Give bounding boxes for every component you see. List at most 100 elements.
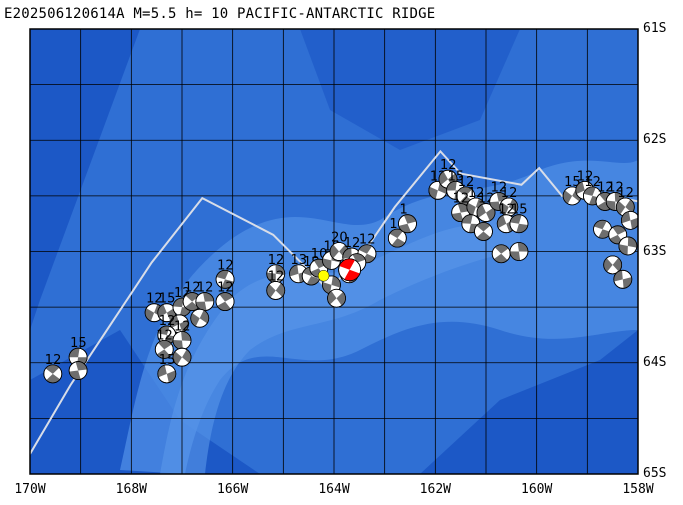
beachball-rim — [603, 255, 623, 275]
compressional-quadrant — [516, 223, 528, 233]
longitude-label: 170W — [14, 482, 46, 497]
historical-focal-mechanism — [266, 281, 286, 300]
event-depth-label: 15 — [448, 169, 465, 184]
map-frame — [29, 28, 639, 475]
historical-focal-mechanism — [172, 347, 192, 367]
compressional-quadrant — [69, 370, 81, 380]
compressional-quadrant — [182, 349, 191, 363]
event-depth-label: 12 — [491, 180, 508, 195]
event-depth-label: 12 — [607, 180, 624, 195]
longitude-label: 166W — [217, 482, 249, 497]
compressional-quadrant — [46, 373, 60, 383]
compressional-quadrant — [563, 190, 573, 204]
event-depth-label: 12 — [617, 186, 634, 201]
longitude-label: 162W — [419, 482, 451, 497]
compressional-quadrant — [606, 200, 616, 211]
beachball-rim — [474, 222, 493, 241]
event-depth-label: 13 — [291, 253, 308, 268]
compressional-quadrant — [497, 215, 507, 229]
event-depth-label: 12 — [156, 328, 173, 343]
historical-focal-mechanism — [509, 242, 529, 261]
event-depth-label: 12 — [268, 253, 285, 268]
compressional-quadrant — [499, 202, 509, 216]
event-depth-label: 12 — [498, 203, 515, 218]
plate-boundary-line — [30, 149, 638, 455]
compressional-quadrant — [173, 340, 183, 350]
event-depth-label: 12 — [468, 186, 485, 201]
event-depth-label: 12 — [146, 292, 163, 307]
event-depth-label: 12 — [174, 320, 191, 335]
compressional-quadrant — [517, 242, 528, 252]
beachball-rim — [398, 214, 417, 234]
beachball-rim — [154, 339, 174, 359]
historical-focal-mechanism — [154, 339, 174, 359]
compressional-quadrant — [630, 217, 638, 230]
compressional-quadrant — [289, 264, 299, 277]
compressional-quadrant — [266, 272, 276, 283]
compressional-quadrant — [185, 292, 200, 302]
event-depth-label: 12 — [197, 281, 214, 296]
historical-focal-mechanism — [509, 214, 529, 234]
event-layer: 1512121512121212121215121212121319101820… — [43, 158, 638, 384]
event-depth-label: 12 — [184, 281, 201, 296]
event-depth-label: 12 — [344, 236, 361, 251]
beachball-rim — [476, 203, 496, 222]
compressional-quadrant — [612, 257, 622, 272]
compressional-quadrant — [173, 351, 182, 365]
historical-focal-mechanism — [603, 255, 623, 275]
beachball-rim — [618, 236, 638, 256]
beachball-rim — [327, 288, 346, 308]
compressional-quadrant — [493, 253, 508, 263]
map-title: E202506120614A M=5.5 h= 10 PACIFIC-ANTAR… — [4, 6, 436, 22]
compressional-quadrant — [195, 301, 207, 311]
compressional-quadrant — [391, 238, 406, 248]
compressional-quadrant — [358, 244, 372, 254]
compressional-quadrant — [266, 284, 276, 298]
longitude-label: 158W — [622, 482, 654, 497]
compressional-quadrant — [509, 251, 521, 261]
deep-basin-north — [300, 29, 520, 150]
event-depth-label: 12 — [458, 175, 475, 190]
event-depth-label: 12 — [453, 192, 470, 207]
beachball-rim — [509, 214, 529, 234]
latitude-label: 62S — [643, 132, 667, 148]
longitude-label: 160W — [521, 482, 553, 497]
event-depth-label: 1 — [399, 203, 407, 218]
compressional-quadrant — [181, 331, 191, 341]
latitude-label: 63S — [643, 243, 667, 259]
plate-boundary — [30, 149, 638, 455]
compressional-quadrant — [476, 231, 491, 241]
historical-focal-mechanism — [157, 325, 177, 345]
event-depth-label: 12 — [597, 180, 614, 195]
historical-focal-mechanism — [621, 210, 638, 230]
compressional-quadrant — [275, 264, 285, 276]
beachball-rim — [157, 364, 177, 384]
deep-basin-west — [30, 29, 140, 330]
compressional-quadrant — [275, 283, 285, 297]
event-depth-label: 12 — [217, 258, 234, 273]
beachball-rim — [509, 242, 529, 261]
historical-focal-mechanism — [387, 228, 407, 248]
compressional-quadrant — [306, 275, 320, 285]
beachball-rim — [621, 210, 638, 230]
event-depth-label: 15 — [70, 336, 87, 351]
event-depth-label: 12 — [268, 269, 285, 284]
compressional-quadrant — [327, 290, 337, 305]
compressional-quadrant — [446, 181, 457, 191]
beachball-rim — [172, 347, 192, 367]
ridge-axis-shallow — [160, 215, 520, 474]
compressional-quadrant — [612, 225, 626, 235]
beachball-rim — [215, 292, 235, 311]
historical-focal-mechanism — [327, 288, 346, 308]
event-depth-label: 15 — [159, 292, 176, 307]
compressional-quadrant — [508, 198, 518, 212]
compressional-quadrant — [69, 348, 80, 358]
compressional-quadrant — [330, 244, 340, 259]
compressional-quadrant — [458, 186, 472, 196]
event-depth-label: 12 — [501, 186, 518, 201]
compressional-quadrant — [476, 222, 491, 232]
historical-focal-mechanism — [190, 308, 210, 328]
historical-focal-mechanism — [68, 361, 88, 380]
beachball-rim — [43, 364, 63, 384]
